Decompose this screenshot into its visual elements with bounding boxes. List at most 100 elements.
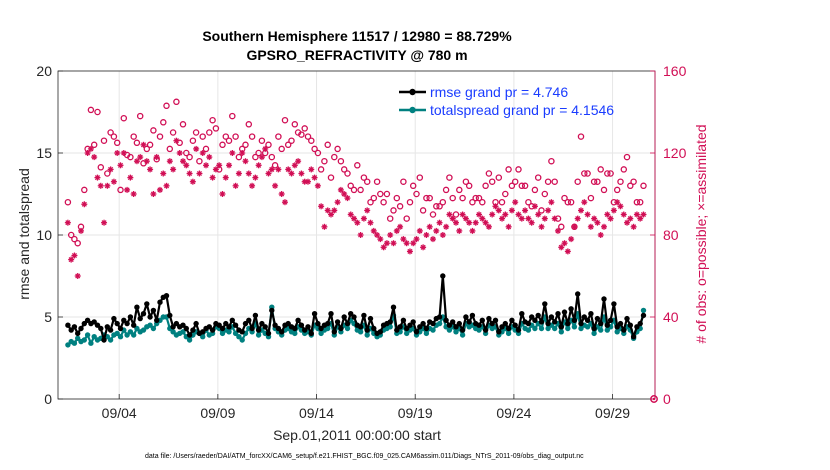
obs-possible-point — [433, 203, 440, 210]
rmse-point — [81, 320, 88, 327]
obs-possible-point — [169, 129, 177, 136]
rmse-point — [157, 299, 163, 305]
marker-stroke — [78, 228, 84, 234]
obs-possible-point — [541, 190, 549, 198]
x-tick-label: 09/19 — [398, 405, 433, 421]
rmse-point — [305, 324, 311, 330]
totalspread-point — [552, 325, 558, 332]
rmse-point — [246, 317, 252, 323]
obs-assimilated-point — [222, 174, 229, 181]
obs-assimilated-point — [68, 256, 75, 263]
obs-possible-point — [321, 157, 328, 165]
marker-stroke — [519, 216, 525, 222]
obs-assimilated-point — [117, 162, 124, 169]
obs-possible-point — [350, 186, 358, 194]
obs-assimilated-point — [436, 219, 443, 226]
marker-stroke — [640, 211, 647, 218]
obs-assimilated-point — [74, 273, 81, 279]
obs-possible-point — [192, 129, 200, 136]
marker-stroke — [180, 158, 186, 164]
obs-assimilated-point — [262, 145, 269, 152]
obs-assimilated-point — [627, 215, 634, 222]
obs-possible-point — [607, 170, 614, 177]
obs-assimilated-point — [456, 227, 463, 234]
marker-stroke — [173, 138, 179, 144]
x-tick-label: 09/29 — [595, 405, 630, 421]
totalspread-point — [459, 332, 466, 338]
obs-assimilated-point — [203, 162, 210, 169]
rmse-point — [538, 319, 545, 325]
marker-stroke — [216, 162, 222, 168]
marker-stroke — [598, 232, 604, 238]
obs-assimilated-point — [410, 240, 417, 247]
rmse-point — [232, 322, 239, 328]
marker-stroke — [545, 207, 551, 213]
marker-stroke — [193, 146, 199, 152]
obs-assimilated-point — [453, 219, 459, 226]
marker-stroke — [430, 236, 436, 242]
obs-possible-point — [298, 131, 305, 138]
obs-assimilated-point — [64, 219, 71, 226]
obs-assimilated-point — [331, 207, 338, 214]
obs-assimilated-point — [443, 223, 450, 230]
totalspread-point — [255, 332, 262, 338]
obs-assimilated-point — [183, 162, 190, 169]
obs-assimilated-point — [91, 154, 98, 161]
rmse-point — [397, 324, 403, 330]
obs-possible-point — [597, 166, 604, 173]
y-axis-label-right: # of obs: o=possible; ×=assimilated — [693, 124, 709, 343]
rmse-point — [91, 319, 97, 325]
marker-stroke — [558, 244, 564, 250]
totalspread-point — [525, 327, 532, 333]
obs-assimilated-point — [107, 166, 114, 173]
rmse-point — [315, 320, 321, 327]
rmse-point — [117, 325, 124, 332]
obs-assimilated-point — [620, 211, 627, 218]
obs-assimilated-point — [449, 215, 456, 222]
obs-assimilated-point — [397, 223, 404, 230]
marker-stroke — [601, 224, 607, 230]
totalspread-point — [140, 327, 147, 333]
obs-possible-point — [538, 207, 545, 214]
obs-assimilated-point — [439, 232, 446, 238]
obs-assimilated-point — [199, 150, 206, 156]
obs-possible-point — [235, 153, 243, 161]
rmse-point — [292, 325, 298, 332]
rmse-point — [568, 306, 574, 312]
obs-assimilated-point — [413, 236, 420, 243]
marker-stroke — [427, 224, 433, 230]
obs-assimilated-point — [143, 158, 150, 165]
marker-stroke — [581, 199, 587, 205]
obs-assimilated-point — [584, 211, 591, 218]
rmse-point — [65, 322, 71, 328]
y-tick-label-left: 10 — [36, 227, 52, 243]
obs-assimilated-point — [568, 236, 575, 243]
obs-assimilated-point — [614, 199, 621, 206]
rmse-point — [71, 324, 78, 330]
marker-stroke — [298, 170, 304, 177]
obs-assimilated-point — [229, 150, 236, 156]
x-tick-label: 09/09 — [200, 405, 235, 421]
obs-assimilated-point — [574, 215, 581, 222]
marker-stroke — [627, 216, 633, 222]
rmse-point — [575, 291, 581, 297]
marker-stroke — [585, 211, 591, 218]
obs-assimilated-point — [337, 186, 344, 193]
obs-assimilated-point — [186, 170, 193, 177]
obs-possible-point — [462, 178, 470, 185]
marker-stroke — [575, 216, 581, 222]
obs-assimilated-point — [406, 248, 413, 255]
obs-possible-point — [268, 153, 276, 161]
obs-assimilated-point — [377, 236, 384, 243]
obs-assimilated-point — [604, 211, 611, 218]
obs-assimilated-point — [173, 137, 180, 144]
obs-possible-point — [173, 98, 180, 106]
y-tick-label-right: 160 — [663, 63, 687, 79]
obs-assimilated-point — [216, 162, 223, 169]
obs-assimilated-point — [133, 158, 140, 165]
marker-stroke — [98, 183, 104, 189]
obs-possible-point — [584, 170, 591, 177]
rmse-point — [502, 320, 508, 327]
rmse-point — [404, 325, 410, 332]
obs-assimilated-point — [341, 191, 348, 197]
